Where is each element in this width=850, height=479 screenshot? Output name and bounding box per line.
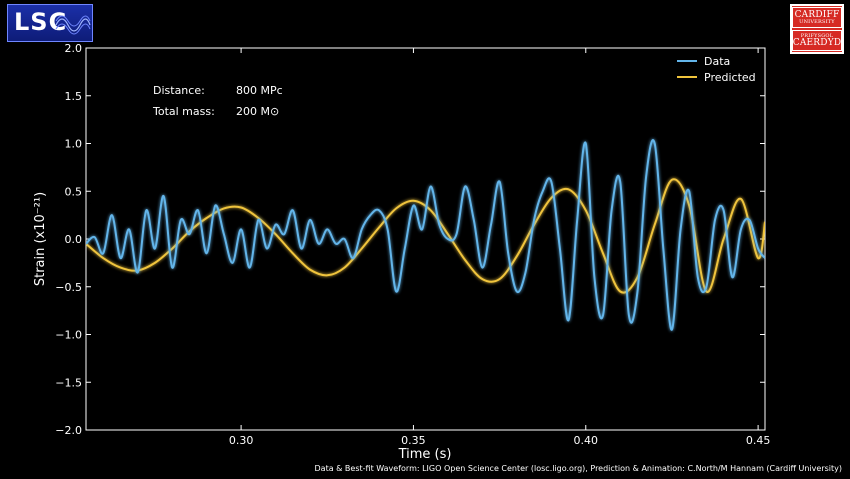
y-axis: −2.0 −1.5 −1.0 −0.5 0.0 0.5 1.0 1.5 2.0	[55, 42, 765, 437]
distance-value: 800 MPc	[236, 84, 283, 97]
y-tick-label: 1.0	[65, 138, 83, 151]
y-axis-label: Strain (x10⁻²¹)	[33, 192, 48, 286]
x-axis-label: Time (s)	[398, 447, 452, 462]
lsc-logo: LSC	[7, 4, 93, 42]
y-tick-label: 1.5	[65, 90, 83, 103]
y-tick-label: 0.0	[65, 233, 83, 246]
y-tick-label: −2.0	[55, 424, 82, 437]
x-tick-label: 0.45	[746, 434, 771, 447]
mass-value: 200 M⊙	[236, 105, 279, 118]
distance-label: Distance:	[153, 84, 205, 97]
x-tick-label: 0.40	[574, 434, 599, 447]
cardiff-logo-line2: UNIVERSITY	[799, 18, 835, 25]
legend-label-data: Data	[704, 55, 730, 68]
data-series-line	[86, 139, 765, 331]
y-tick-label: 2.0	[65, 42, 83, 55]
credit-line: Data & Best-fit Waveform: LIGO Open Scie…	[314, 464, 843, 473]
y-tick-label: 0.5	[65, 185, 83, 198]
mass-label: Total mass:	[152, 105, 215, 118]
cardiff-logo-line3: PRIFYSGOL	[800, 32, 834, 39]
y-tick-label: −0.5	[55, 281, 82, 294]
cardiff-logo-line1: CARDIFF	[794, 9, 840, 20]
y-tick-label: −1.0	[55, 329, 82, 342]
x-axis: 0.30 0.35 0.40 0.45	[229, 48, 771, 447]
chart-legend: Data Predicted	[677, 55, 756, 84]
cardiff-logo-line4: CAERDYD	[792, 37, 842, 48]
predicted-series-line	[86, 178, 765, 294]
cardiff-logo-bottom: PRIFYSGOL CAERDYD	[792, 30, 842, 51]
cardiff-university-logo: CARDIFF UNIVERSITY PRIFYSGOL CAERDYD	[790, 4, 844, 54]
cardiff-logo-top: CARDIFF UNIVERSITY	[792, 7, 842, 28]
x-tick-label: 0.35	[401, 434, 426, 447]
legend-label-predicted: Predicted	[704, 71, 756, 84]
lsc-wave-icon	[55, 15, 91, 35]
x-tick-label: 0.30	[229, 434, 254, 447]
y-tick-label: −1.5	[55, 376, 82, 389]
